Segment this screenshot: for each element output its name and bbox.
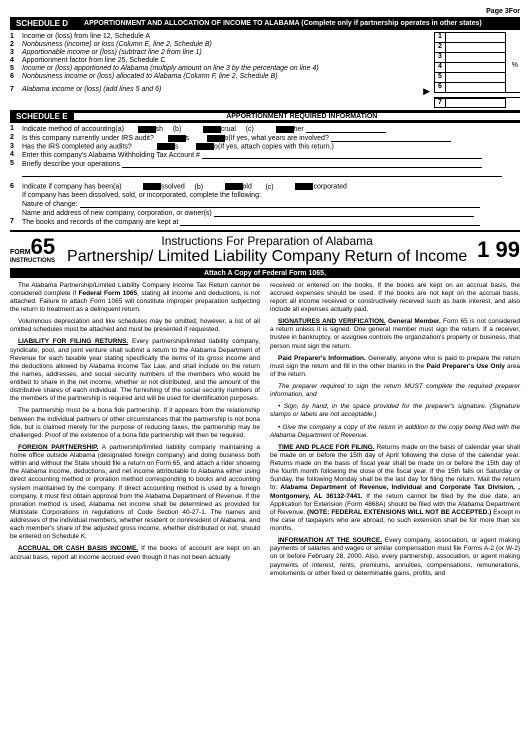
d-box-5-val[interactable] — [446, 72, 506, 82]
e4-account-input[interactable] — [202, 151, 482, 159]
schedule-e-header: SCHEDULE E APPORTIONMENT REQUIRED INFORM… — [10, 110, 520, 123]
right-column: received or entered on the books. If the… — [270, 282, 520, 582]
para-r5: • Sign, by hand, in the space provided f… — [270, 403, 520, 419]
e6-nature-input[interactable] — [80, 200, 480, 208]
e2-years-input[interactable] — [331, 134, 451, 142]
form-number: 65 — [31, 234, 55, 259]
instruction-body: The Alabama Partnership/Limited Liabilit… — [10, 282, 520, 582]
d-line-1-num: 1 — [10, 33, 22, 40]
para-l4: The partnership must be a bona fide part… — [10, 407, 260, 440]
d-box-4-num: 4 — [434, 62, 446, 72]
e-line-6-num: 6 — [10, 183, 22, 190]
d-line-6-num: 6 — [10, 73, 22, 80]
e-line-5-text: Briefly describe your operations — [22, 160, 520, 168]
form-word: FORM — [10, 249, 31, 256]
form-title-2: Partnership/ Limited Liability Company R… — [63, 248, 471, 266]
d-box-6-val[interactable] — [446, 82, 506, 92]
d-box-4-pct: % — [506, 62, 520, 72]
para-r2: SIGNATURES AND VERIFICATION. General Mem… — [270, 318, 520, 351]
e-line-1-num: 1 — [10, 125, 22, 132]
para-r1: received or entered on the books. If the… — [270, 282, 520, 315]
e-line-6-sub2: Nature of change: — [22, 200, 520, 208]
attach-bar: Attach A Copy of Federal Form 1065, — [10, 269, 520, 278]
para-r7: TIME AND PLACE FOR FILING. Returns made … — [270, 444, 520, 533]
para-r4: The preparer required to sign the return… — [270, 383, 520, 399]
para-l2: Voluminous depreciation and like schedul… — [10, 318, 260, 334]
e5-ops-input[interactable] — [122, 160, 482, 168]
d-line-4-text: Apportionment factor from line 25, Sched… — [22, 57, 434, 64]
form-instructions-label: INSTRUCTIONS — [10, 258, 55, 264]
schedule-e-title: APPORTIONMENT REQUIRED INFORMATION — [74, 112, 520, 121]
para-l1: The Alabama Partnership/Limited Liabilit… — [10, 282, 260, 315]
para-r3: Paid Preparer's Information. Generally, … — [270, 355, 520, 379]
checkbox-icon[interactable] — [157, 143, 175, 150]
d-box-2-val[interactable] — [446, 42, 506, 52]
para-r6: • Give the company a copy of the return … — [270, 424, 520, 440]
e-line-4-text: Enter this company's Alabama Withholding… — [22, 151, 520, 159]
e-line-4-num: 4 — [10, 151, 22, 158]
d-line-3-text: Apportionable income or (loss) (subtract… — [22, 49, 434, 56]
checkbox-icon[interactable] — [225, 183, 243, 190]
form-header: FORM65 INSTRUCTIONS Instructions For Pre… — [10, 230, 520, 269]
schedule-d-value-boxes: 1 2 3 4% 5 6 7 — [434, 32, 520, 108]
arrow-icon: ▶ — [419, 86, 434, 97]
form-year: 1 99 — [471, 237, 520, 263]
d-line-2-text: Nonbusiness (income) or loss (Column E, … — [22, 41, 434, 48]
d-line-3-num: 3 — [10, 49, 22, 56]
e-line-6-sub3: Name and address of new company, corpora… — [22, 209, 520, 217]
form-title-1: Instructions For Preparation of Alabama — [63, 234, 471, 248]
left-column: The Alabama Partnership/Limited Liabilit… — [10, 282, 260, 582]
schedule-d-header: SCHEDULE D APPORTIONMENT AND ALLOCATION … — [10, 17, 520, 30]
d-box-3-val[interactable] — [446, 52, 506, 62]
d-line-5-num: 5 — [10, 65, 22, 72]
e-line-6-text: Indicate if company has been(a) ssolved … — [22, 183, 520, 190]
e5-ops-input-2[interactable] — [22, 169, 502, 177]
para-l3: LIABILITY FOR FILING RETURNS. Every part… — [10, 338, 260, 403]
d-box-4-val[interactable] — [446, 62, 506, 72]
e1-other-input[interactable] — [306, 125, 386, 133]
d-box-1-val[interactable] — [446, 32, 506, 42]
e-line-6-sub1: If company has been dissolved, sold, or … — [22, 192, 520, 199]
checkbox-icon[interactable] — [138, 126, 156, 133]
page-number: Page 3For — [10, 8, 520, 15]
checkbox-icon[interactable] — [143, 183, 161, 190]
e-line-2-num: 2 — [10, 134, 22, 141]
checkbox-icon[interactable] — [276, 126, 294, 133]
d-line-1-text: Income or (loss) from line 12, Schedule … — [22, 33, 434, 40]
d-line-7-text: Alabama income or (loss) (add lines 5 an… — [22, 86, 419, 93]
e-line-1-text: Indicate method of accounting(a) sh (b)c… — [22, 125, 520, 133]
schedule-e-label: SCHEDULE E — [10, 112, 74, 121]
checkbox-icon[interactable] — [203, 126, 221, 133]
e7-books-input[interactable] — [180, 218, 480, 226]
checkbox-icon[interactable] — [207, 135, 225, 142]
e6-name-input[interactable] — [214, 209, 474, 217]
d-line-7-num: 7 — [10, 86, 22, 93]
para-l6: ACCRUAL OR CASH BASIS INCOME. If the boo… — [10, 545, 260, 561]
e-line-3-text: Has the IRS completed any audits? s o(If… — [22, 143, 520, 150]
para-l5: FOREIGN PARTNERSHIP. A partnership/limit… — [10, 444, 260, 542]
schedule-d-title: APPORTIONMENT AND ALLOCATION OF INCOME T… — [74, 20, 520, 27]
e-line-2-text: Is this company currently under IRS audi… — [22, 134, 520, 142]
d-line-2-num: 2 — [10, 41, 22, 48]
d-box-1-num: 1 — [434, 32, 446, 42]
e-line-7-num: 7 — [10, 218, 22, 225]
e-line-7-text: The books and records of the company are… — [22, 218, 520, 226]
d-box-7-num: 7 — [434, 98, 446, 108]
d-box-5-num: 5 — [434, 72, 446, 82]
d-line-5-text: Income or (loss) apportioned to Alabama … — [22, 65, 434, 72]
e-line-5-num: 5 — [10, 160, 22, 167]
d-box-3-num: 3 — [434, 52, 446, 62]
checkbox-icon[interactable] — [196, 143, 214, 150]
checkbox-icon[interactable] — [295, 183, 313, 190]
d-line-6-text: Nonbusiness income or (loss) allocated t… — [22, 73, 434, 80]
schedule-d-label: SCHEDULE D — [10, 19, 74, 28]
d-line-4-num: 4 — [10, 57, 22, 64]
para-r8: INFORMATION AT THE SOURCE. Every company… — [270, 537, 520, 578]
d-box-7-val[interactable] — [446, 98, 506, 108]
d-box-2-num: 2 — [434, 42, 446, 52]
checkbox-icon[interactable] — [168, 135, 186, 142]
d-box-6-num: 6 — [434, 82, 446, 92]
e-line-3-num: 3 — [10, 143, 22, 150]
